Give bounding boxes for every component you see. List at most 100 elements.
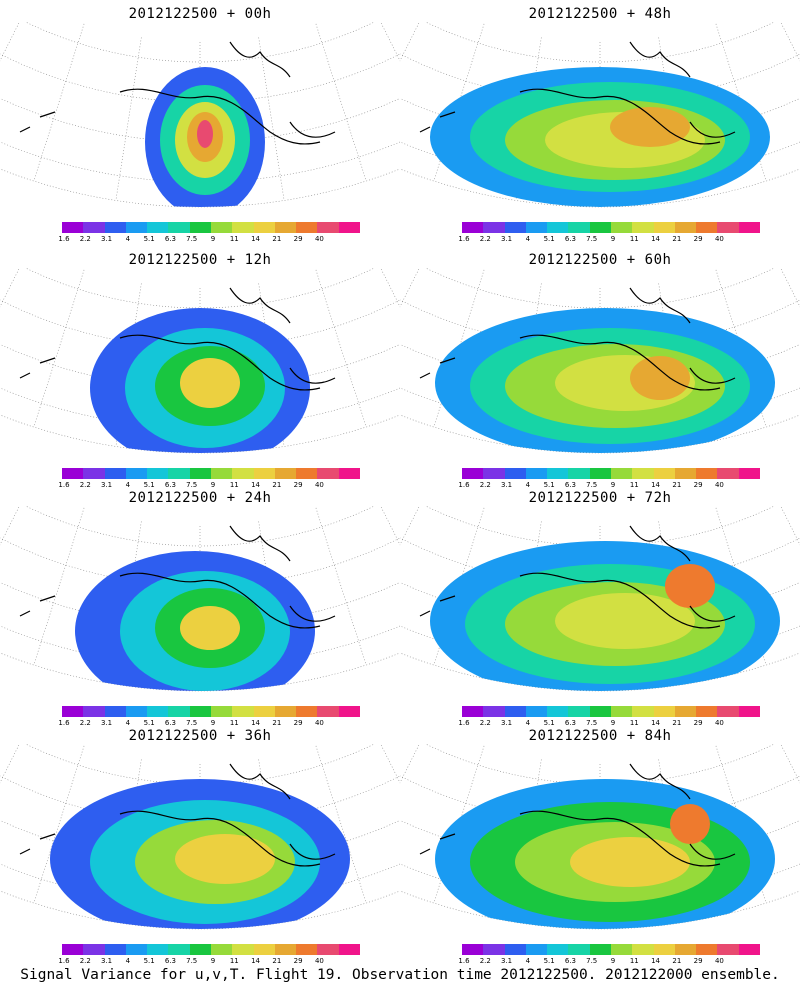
colorbar-swatch	[274, 944, 297, 955]
colorbar-tick-label: 21	[672, 481, 682, 489]
colorbar-tick-label: 29	[293, 957, 303, 965]
colorbar-tick-label: 1.6	[58, 235, 70, 243]
colorbar-tick-label: 3.1	[500, 481, 513, 489]
colorbar-swatch	[104, 222, 126, 233]
coastline	[419, 41, 736, 145]
coastline	[419, 525, 736, 629]
colorbar-swatch	[62, 706, 84, 717]
colorbar-tick-label: 9	[210, 719, 216, 727]
colorbar-swatch	[483, 706, 505, 717]
polar-stereographic-map	[400, 744, 800, 930]
colorbar-swatch	[504, 222, 526, 233]
colorbar-tick-label: 11	[629, 481, 639, 489]
colorbar	[462, 706, 760, 717]
colorbar-tick-label: 11	[629, 719, 639, 727]
colorbar-tick-label: 1.6	[458, 957, 470, 965]
colorbar-swatch	[504, 468, 526, 479]
colorbar-swatch	[168, 944, 190, 955]
colorbar-tick-label: 6.3	[164, 719, 176, 727]
colorbar-tick-label: 1.6	[458, 235, 470, 243]
colorbar-swatch	[696, 468, 718, 479]
colorbar-labels: 1.6 2.2 3.1 4 5.1 6.3 7.5 9 11 14 21 29 40	[458, 957, 760, 967]
colorbar-tick-label: 21	[272, 957, 282, 965]
colorbar-tick-label: 14	[651, 235, 661, 243]
colorbar-swatch	[210, 944, 233, 955]
variance-field	[430, 541, 780, 691]
colorbar-swatch	[738, 944, 760, 955]
colorbar-tick-label: 14	[651, 481, 661, 489]
colorbar-swatch	[589, 222, 611, 233]
colorbar-swatch	[274, 706, 297, 717]
colorbar-tick-label: 9	[610, 235, 616, 243]
colorbar-tick-label: 5.1	[143, 957, 155, 965]
colorbar-swatch	[674, 944, 697, 955]
colorbar-swatch	[462, 706, 484, 717]
colorbar-swatch	[125, 468, 148, 479]
colorbar	[62, 944, 360, 955]
colorbar-tick-label: 4	[525, 481, 531, 489]
colorbar-tick-label: 21	[672, 235, 682, 243]
colorbar-swatch	[253, 706, 275, 717]
colorbar-swatch	[189, 706, 211, 717]
variance-field	[435, 308, 775, 453]
colorbar-swatch	[168, 468, 190, 479]
colorbar-swatch	[125, 706, 148, 717]
colorbar-swatch	[738, 706, 760, 717]
colorbar-tick-label: 5.1	[543, 719, 555, 727]
colorbar-swatch	[547, 468, 569, 479]
coastline	[19, 525, 336, 629]
colorbar-tick-label: 11	[629, 235, 639, 243]
colorbar-swatch	[547, 706, 569, 717]
colorbar-tick-label: 2.2	[479, 719, 491, 727]
colorbar-tick-label: 14	[251, 957, 261, 965]
colorbar-tick-label: 3.1	[500, 719, 513, 727]
colorbar-tick-label: 7.5	[586, 481, 598, 489]
colorbar	[462, 468, 760, 479]
colorbar-tick-label: 11	[629, 957, 639, 965]
colorbar	[462, 222, 760, 233]
map-panel-84h: 2012122500 + 84h 1.6 2.2 3.1 4 5.1 6.3 7.5 9 11 14…	[400, 722, 800, 968]
colorbar-tick-label: 1.6	[58, 719, 70, 727]
colorbar-tick-label: 3.1	[100, 719, 113, 727]
colorbar-swatch	[462, 222, 484, 233]
colorbar-labels: 1.6 2.2 3.1 4 5.1 6.3 7.5 9 11 14 21 29 40	[58, 719, 360, 729]
colorbar-swatch	[296, 706, 318, 717]
colorbar-tick-label: 1.6	[458, 481, 470, 489]
variance-field	[435, 779, 775, 929]
panel-title: 2012122500 + 60h	[528, 252, 672, 268]
colorbar-swatch	[504, 706, 526, 717]
colorbar-swatch	[610, 222, 633, 233]
colorbar-tick-label: 4	[125, 235, 131, 243]
colorbar-swatch	[632, 468, 654, 479]
panel-title: 2012122500 + 84h	[528, 728, 672, 744]
panel-title: 2012122500 + 12h	[128, 252, 272, 268]
colorbar-swatch	[610, 706, 633, 717]
colorbar-swatch	[525, 468, 548, 479]
colorbar-swatch	[674, 222, 697, 233]
variance-field	[50, 779, 350, 929]
colorbar-swatch	[525, 706, 548, 717]
colorbar-swatch	[274, 222, 297, 233]
colorbar-swatch	[674, 468, 697, 479]
colorbar-labels: 1.6 2.2 3.1 4 5.1 6.3 7.5 9 11 14 21 29 40	[58, 481, 360, 491]
colorbar-swatch	[296, 468, 318, 479]
colorbar-swatch	[317, 222, 339, 233]
colorbar-swatch	[717, 944, 739, 955]
coastline	[19, 41, 336, 145]
colorbar-swatch	[62, 468, 84, 479]
colorbar-swatch	[317, 468, 339, 479]
colorbar-swatch	[189, 944, 211, 955]
coastline	[419, 287, 736, 391]
map-panel-36h: 2012122500 + 36h 1.6 2.2 3.1 4 5.1 6.3 7.5 9 11 14…	[0, 722, 400, 968]
colorbar-swatch	[104, 706, 126, 717]
colorbar-swatch	[296, 944, 318, 955]
colorbar-tick-label: 6.3	[164, 235, 176, 243]
colorbar-swatch	[147, 468, 169, 479]
colorbar-labels: 1.6 2.2 3.1 4 5.1 6.3 7.5 9 11 14 21 29 40	[458, 481, 760, 491]
colorbar-tick-label: 5.1	[143, 235, 155, 243]
colorbar	[462, 944, 760, 955]
colorbar-tick-label: 4	[125, 719, 131, 727]
colorbar	[62, 468, 360, 479]
colorbar-swatch	[147, 706, 169, 717]
colorbar-labels: 1.6 2.2 3.1 4 5.1 6.3 7.5 9 11 14 21 29 40	[458, 235, 760, 245]
